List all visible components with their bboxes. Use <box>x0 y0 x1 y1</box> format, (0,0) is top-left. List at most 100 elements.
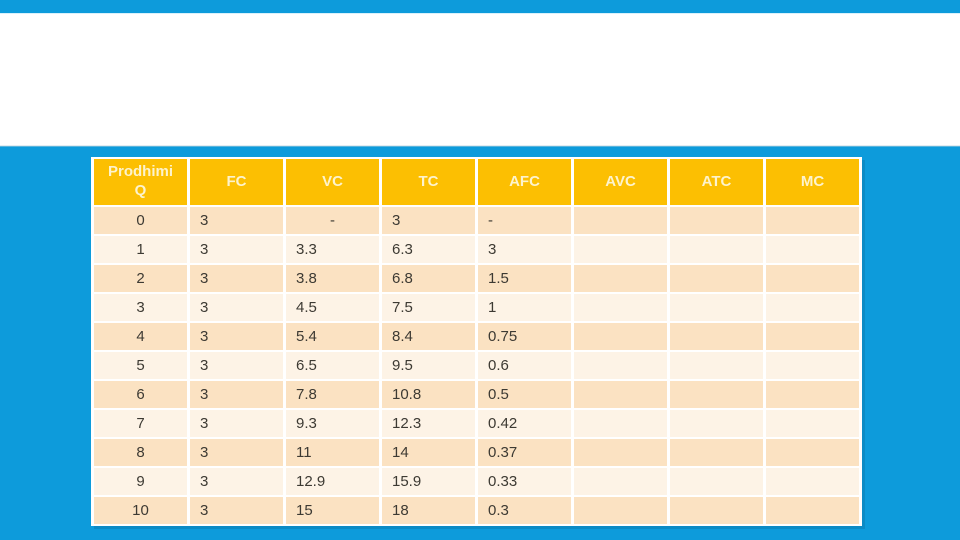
table-cell: 2 <box>94 265 187 292</box>
table-cell: 0.42 <box>478 410 571 437</box>
column-header-avc: AVC <box>574 159 667 205</box>
table-cell <box>670 207 763 234</box>
table-cell: 4 <box>94 323 187 350</box>
table-cell: 0.6 <box>478 352 571 379</box>
table-row: 4 3 5.4 8.4 0.75 <box>94 323 859 350</box>
table-cell: 9.5 <box>382 352 475 379</box>
table-cell: - <box>286 207 379 234</box>
table-cell: 15 <box>286 497 379 524</box>
table-cell: 3.8 <box>286 265 379 292</box>
column-header-tc: TC <box>382 159 475 205</box>
table-cell: 7.8 <box>286 381 379 408</box>
table-cell: 3 <box>190 236 283 263</box>
table-cell <box>766 265 859 292</box>
table-cell <box>670 236 763 263</box>
table-row: 10 3 15 18 0.3 <box>94 497 859 524</box>
table-cell <box>574 265 667 292</box>
table-cell: 3 <box>382 207 475 234</box>
column-header-mc: MC <box>766 159 859 205</box>
table-cell: 9 <box>94 468 187 495</box>
table-cell: 14 <box>382 439 475 466</box>
table-cell: 3 <box>190 352 283 379</box>
table-cell <box>574 323 667 350</box>
table-cell: 0.75 <box>478 323 571 350</box>
table-cell: 3 <box>190 323 283 350</box>
table-cell <box>574 410 667 437</box>
table-cell: 3 <box>190 497 283 524</box>
table-cell <box>766 352 859 379</box>
table-cell <box>670 468 763 495</box>
table-cell: 3 <box>190 265 283 292</box>
table-row: 3 3 4.5 7.5 1 <box>94 294 859 321</box>
table-cell: 0 <box>94 207 187 234</box>
table-cell <box>574 207 667 234</box>
table-cell <box>574 497 667 524</box>
table-cell <box>574 381 667 408</box>
table-cell <box>574 439 667 466</box>
table-cell <box>766 468 859 495</box>
table-cell: 10.8 <box>382 381 475 408</box>
table-cell <box>670 352 763 379</box>
table-cell <box>574 236 667 263</box>
table-cell: 3 <box>190 381 283 408</box>
table-cell: 6.5 <box>286 352 379 379</box>
table-row: 7 3 9.3 12.3 0.42 <box>94 410 859 437</box>
table-cell <box>670 323 763 350</box>
table-cell: 10 <box>94 497 187 524</box>
table-row: 5 3 6.5 9.5 0.6 <box>94 352 859 379</box>
table-cell <box>574 352 667 379</box>
table-row: 1 3 3.3 6.3 3 <box>94 236 859 263</box>
table-cell: 15.9 <box>382 468 475 495</box>
table-cell: - <box>478 207 571 234</box>
table-cell <box>766 497 859 524</box>
table-row: 2 3 3.8 6.8 1.5 <box>94 265 859 292</box>
table-cell: 8 <box>94 439 187 466</box>
table-cell: 7 <box>94 410 187 437</box>
table-row: 8 3 11 14 0.37 <box>94 439 859 466</box>
header-band <box>0 13 960 146</box>
column-header-prodhimi-q: Prodhimi Q <box>94 159 187 205</box>
table-body: 0 3-3-1 3 3.3 6.3 3 2 3 3.8 6.8 1.5 3 3 4.5 7.5 1 4 3 5.4 8… <box>94 207 859 524</box>
table-row: 6 3 7.8 10.8 0.5 <box>94 381 859 408</box>
table-cell <box>670 294 763 321</box>
table-cell: 3.3 <box>286 236 379 263</box>
top-accent-bar <box>0 0 960 13</box>
table-cell: 12.3 <box>382 410 475 437</box>
table-cell: 11 <box>286 439 379 466</box>
table-cell <box>766 236 859 263</box>
table-cell <box>766 439 859 466</box>
table-cell: 0.33 <box>478 468 571 495</box>
table-cell: 3 <box>190 439 283 466</box>
table-cell: 8.4 <box>382 323 475 350</box>
table-cell: 3 <box>478 236 571 263</box>
table-cell: 0.37 <box>478 439 571 466</box>
table-cell: 3 <box>190 468 283 495</box>
table-cell <box>766 323 859 350</box>
column-header-atc: ATC <box>670 159 763 205</box>
table-cell <box>766 207 859 234</box>
table-cell <box>670 381 763 408</box>
table-cell <box>766 294 859 321</box>
table-cell: 12.9 <box>286 468 379 495</box>
table-cell <box>670 265 763 292</box>
table-cell: 9.3 <box>286 410 379 437</box>
table-cell: 6.3 <box>382 236 475 263</box>
table-cell: 5 <box>94 352 187 379</box>
table-cell <box>670 410 763 437</box>
table-cell: 0.3 <box>478 497 571 524</box>
table-row: 9 3 12.9 15.9 0.33 <box>94 468 859 495</box>
table-cell: 3 <box>190 410 283 437</box>
table-header: Prodhimi Q FC VC TC AFC AVC ATC MC <box>94 159 859 205</box>
table-cell: 6 <box>94 381 187 408</box>
column-header-vc: VC <box>286 159 379 205</box>
table-header-row: Prodhimi Q FC VC TC AFC AVC ATC MC <box>94 159 859 205</box>
table-cell <box>670 497 763 524</box>
table-cell: 1 <box>94 236 187 263</box>
table-cell: 3 <box>190 207 283 234</box>
table-cell <box>574 468 667 495</box>
table-cell: 7.5 <box>382 294 475 321</box>
table-cell <box>574 294 667 321</box>
table-cell: 6.8 <box>382 265 475 292</box>
